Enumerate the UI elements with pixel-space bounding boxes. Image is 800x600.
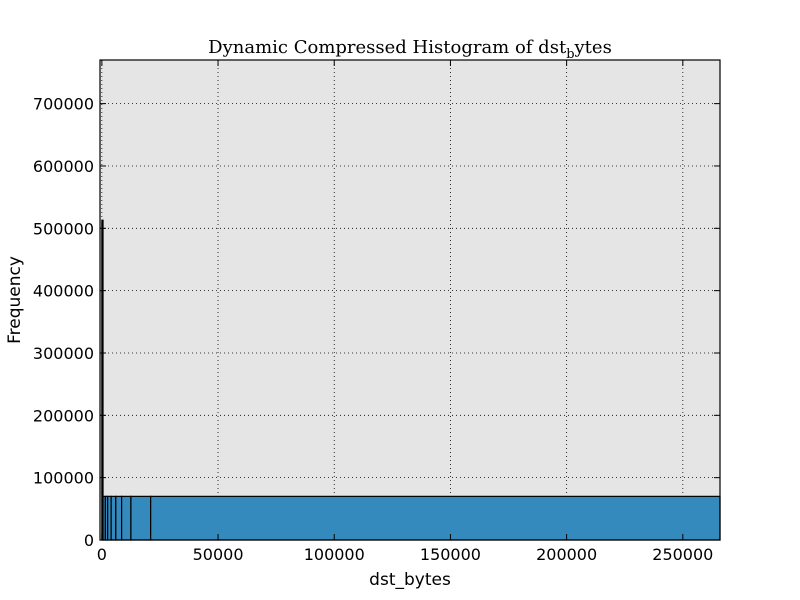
chart-title-suffix: ytes (574, 37, 612, 58)
y-tick-label-4: 400000 (33, 282, 94, 301)
y-tick-label-0: 0 (84, 531, 94, 550)
y-tick-label-7: 700000 (33, 95, 94, 114)
y-tick-label-2: 200000 (33, 406, 94, 425)
y-tick-label-1: 100000 (33, 469, 94, 488)
x-tick-label-2: 100000 (304, 545, 365, 564)
histogram-bar-6 (121, 495, 132, 541)
chart-title-main: Dynamic Compressed Histogram of dst (208, 37, 567, 58)
y-tick-label-3: 300000 (33, 344, 94, 363)
y-tick-label-5: 500000 (33, 219, 94, 238)
plot-frame (99, 59, 721, 541)
chart-title: Dynamic Compressed Histogram of dstbytes (208, 37, 612, 62)
bars-layer (101, 219, 721, 541)
x-tick-label-1: 50000 (193, 545, 244, 564)
chart-title-subscript: b (566, 47, 574, 62)
y-tick-label-6: 600000 (33, 157, 94, 176)
histogram-bar-5 (115, 495, 123, 541)
ticks-layer: 0 50000 100000 150000 200000 250000 0 100000 200… (33, 60, 720, 564)
histogram-bar-0 (101, 219, 104, 541)
histogram-bar-8 (150, 495, 721, 541)
x-tick-label-5: 250000 (652, 545, 713, 564)
x-axis-label: dst_bytes (369, 570, 451, 590)
x-tick-label-4: 200000 (536, 545, 597, 564)
x-tick-label-3: 150000 (420, 545, 481, 564)
histogram-bar-7 (130, 495, 152, 541)
y-axis-label: Frequency (5, 256, 25, 344)
plot-area (100, 60, 720, 540)
x-tick-label-0: 0 (97, 545, 107, 564)
histogram-bar-4 (110, 495, 117, 541)
